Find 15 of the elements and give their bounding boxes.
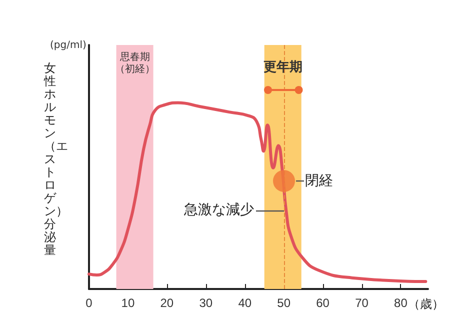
annotation: 閉経 [305,172,334,190]
x-tick-label: 20 [160,296,174,310]
x-tick-label: 80 [394,296,408,310]
text: (pg/ml) [50,40,86,51]
x-axis-title: （歳） [408,296,444,313]
x-tick-label: 70 [355,296,369,310]
x-tick-label: 10 [121,296,135,310]
x-tick-label: 30 [199,296,213,310]
x-tick-label: 0 [86,296,93,310]
band-label: 思春期（初経） [114,52,155,76]
annotation: 急激な減少 [184,200,254,219]
text: 女性ホルモン（エストロゲン）分泌量 [44,61,68,257]
x-tick-label: 60 [316,296,330,310]
x-tick-label: 40 [238,296,252,310]
x-tick-label: 50 [277,296,291,310]
